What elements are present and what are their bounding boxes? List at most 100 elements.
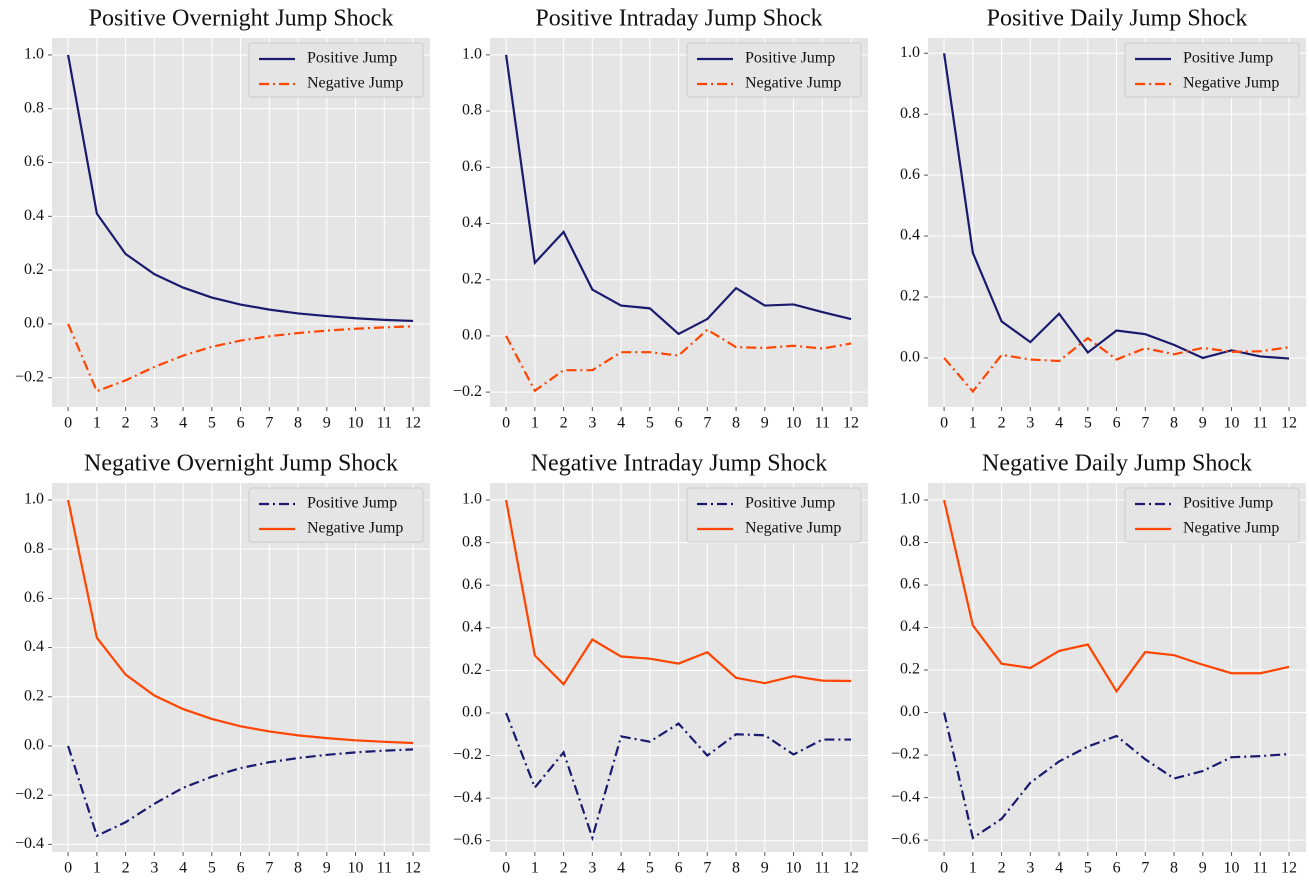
y-tick-label: −0.2 (15, 368, 44, 385)
legend: Positive Jump Negative Jump (1124, 42, 1300, 98)
legend-label: Negative Jump (1183, 520, 1279, 537)
x-tick-label: 8 (732, 860, 740, 877)
chart-title: Negative Daily Jump Shock (982, 451, 1252, 477)
chart-title: Negative Intraday Jump Shock (531, 451, 828, 477)
x-tick-label: 5 (646, 415, 654, 432)
x-tick-label: 3 (1026, 415, 1034, 432)
x-tick-label: 4 (1055, 860, 1063, 877)
chart-title: Positive Overnight Jump Shock (89, 6, 394, 32)
x-tick-label: 4 (617, 415, 625, 432)
y-tick-label: −0.2 (15, 786, 44, 803)
x-tick-label: 9 (323, 860, 331, 877)
x-tick-label: 2 (122, 860, 130, 877)
x-tick-label: 1 (93, 860, 101, 877)
y-tick-label: 1.0 (24, 491, 44, 508)
x-tick-label: 4 (1055, 415, 1063, 432)
x-tick-label: 10 (348, 415, 364, 432)
x-tick-label: 12 (843, 860, 859, 877)
x-tick-label: 4 (179, 860, 187, 877)
y-tick-label: 0.0 (462, 327, 482, 344)
y-tick-label: 0.6 (462, 576, 482, 593)
x-tick-label: 12 (405, 860, 421, 877)
y-tick-label: 0.2 (24, 687, 44, 704)
legend-box (686, 42, 862, 98)
x-tick-label: 3 (150, 415, 158, 432)
y-tick-label: 0.4 (462, 618, 482, 635)
x-tick-label: 10 (348, 860, 364, 877)
legend: Positive Jump Negative Jump (686, 42, 862, 98)
legend-label: Positive Jump (745, 495, 835, 512)
y-tick-label: 1.0 (24, 46, 44, 63)
y-tick-label: 0.2 (900, 288, 920, 305)
y-tick-label: 0.8 (462, 102, 482, 119)
series-line (67, 499, 414, 745)
x-tick-label: 5 (1084, 415, 1092, 432)
x-tick-label: 11 (377, 860, 392, 877)
y-tick-label: 0.6 (900, 166, 920, 183)
x-tick-label: 6 (1113, 860, 1121, 877)
x-tick-label: 8 (294, 860, 302, 877)
x-tick-label: 12 (405, 415, 421, 432)
x-tick-label: 0 (64, 860, 72, 877)
x-tick-label: 8 (1170, 860, 1178, 877)
legend-box (1124, 42, 1300, 98)
y-tick-label: 1.0 (900, 491, 920, 508)
x-tick-label: 7 (703, 860, 711, 877)
x-tick-label: 0 (502, 415, 510, 432)
x-tick-label: 3 (1026, 860, 1034, 877)
legend-label: Positive Jump (1183, 495, 1273, 512)
x-tick-label: 2 (998, 860, 1006, 877)
y-tick-label: 0.2 (462, 661, 482, 678)
x-tick-label: 12 (1281, 415, 1297, 432)
x-tick-label: 5 (208, 415, 216, 432)
legend-label: Positive Jump (745, 50, 835, 67)
x-tick-label: 6 (675, 860, 683, 877)
subplot: Negative Intraday Jump Shock −0.6 −0.4 −0.2… (453, 451, 868, 877)
y-tick-label: 0.8 (462, 533, 482, 550)
x-tick-label: 7 (1141, 415, 1149, 432)
legend: Positive Jump Negative Jump (686, 487, 862, 543)
y-tick-label: −0.4 (453, 789, 482, 806)
y-tick-label: 0.6 (900, 576, 920, 593)
series-line (943, 712, 1290, 840)
x-tick-label: 11 (815, 860, 830, 877)
x-tick-label: 1 (969, 860, 977, 877)
x-tick-label: 9 (1199, 415, 1207, 432)
x-tick-label: 10 (786, 415, 802, 432)
y-tick-label: 0.8 (900, 533, 920, 550)
series-line (67, 323, 414, 393)
x-tick-label: 3 (150, 860, 158, 877)
y-tick-label: 0.6 (24, 589, 44, 606)
x-tick-label: 11 (1253, 415, 1268, 432)
x-tick-label: 12 (1281, 860, 1297, 877)
y-tick-label: 1.0 (462, 46, 482, 63)
x-tick-label: 9 (761, 415, 769, 432)
legend: Positive Jump Negative Jump (1124, 487, 1300, 543)
legend-label: Negative Jump (307, 75, 403, 92)
x-tick-label: 4 (179, 415, 187, 432)
subplot: Positive Overnight Jump Shock −0.2 0.0 0.2 0… (15, 6, 430, 432)
x-tick-label: 7 (703, 415, 711, 432)
y-tick-label: 0.8 (24, 99, 44, 116)
x-tick-label: 8 (732, 415, 740, 432)
y-tick-label: 0.0 (462, 704, 482, 721)
chart-title: Positive Intraday Jump Shock (535, 6, 822, 32)
x-tick-label: 1 (531, 860, 539, 877)
legend-label: Negative Jump (1183, 75, 1279, 92)
y-tick-label: 0.0 (24, 737, 44, 754)
y-tick-label: 0.6 (24, 153, 44, 170)
series-line (67, 745, 414, 838)
x-tick-label: 11 (377, 415, 392, 432)
x-tick-label: 6 (1113, 415, 1121, 432)
x-tick-label: 7 (1141, 860, 1149, 877)
series-line (505, 54, 852, 336)
legend: Positive Jump Negative Jump (248, 487, 424, 543)
x-tick-label: 9 (323, 415, 331, 432)
x-tick-label: 11 (815, 415, 830, 432)
y-tick-label: 0.6 (462, 158, 482, 175)
chart-title: Positive Daily Jump Shock (987, 6, 1248, 32)
y-tick-label: 0.4 (462, 214, 482, 231)
x-tick-label: 2 (998, 415, 1006, 432)
x-tick-label: 2 (122, 415, 130, 432)
